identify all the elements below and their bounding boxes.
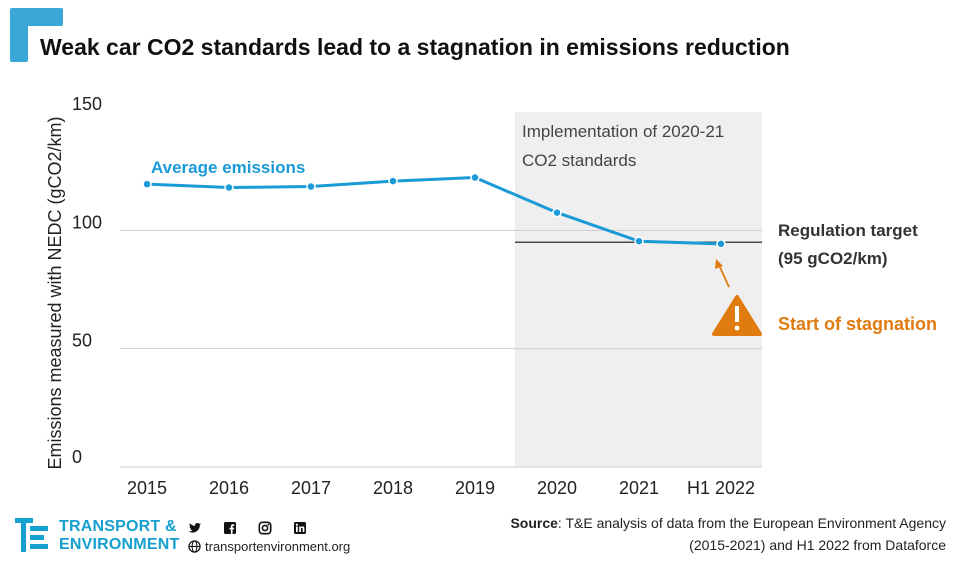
series-line-average-emissions (146, 176, 722, 246)
brand-name: TRANSPORT & ENVIRONMENT (59, 518, 179, 554)
facebook-icon[interactable] (223, 521, 237, 535)
x-tick-label: 2018 (373, 478, 413, 498)
page-title: Weak car CO2 standards lead to a stagnat… (40, 34, 790, 60)
shaded-region-label-line1: Implementation of 2020-21 (522, 122, 724, 141)
source-label: Source (510, 515, 558, 531)
globe-icon (188, 540, 201, 553)
shaded-region-label-line2: CO2 standards (522, 151, 636, 170)
corner-logo-mark (10, 8, 63, 62)
instagram-icon[interactable] (258, 521, 272, 535)
x-tick-label: 2020 (537, 478, 577, 498)
data-point (634, 236, 644, 246)
series-points (142, 172, 726, 249)
y-axis-ticks: 150 100 50 0 (72, 94, 102, 467)
data-point (224, 182, 234, 193)
data-point (306, 181, 316, 192)
x-tick-label: 2019 (455, 478, 495, 498)
x-tick-label: H1 2022 (687, 478, 755, 498)
brand-line1: TRANSPORT & (59, 518, 177, 535)
y-tick-label: 100 (72, 212, 102, 232)
stagnation-label: Start of stagnation (778, 314, 937, 334)
stagnation-arrow (715, 259, 730, 288)
x-tick-label: 2016 (209, 478, 249, 498)
data-point (716, 239, 726, 249)
website-link[interactable]: transportenvironment.org (188, 539, 350, 554)
source-text: : T&E analysis of data from the European… (557, 515, 946, 553)
brand-mark-icon (15, 518, 48, 552)
twitter-icon[interactable] (188, 521, 202, 535)
y-tick-label: 50 (72, 331, 92, 351)
y-tick-label: 0 (72, 447, 82, 467)
social-links (188, 521, 307, 535)
x-tick-label: 2015 (127, 478, 167, 498)
x-axis-ticks: 2015 2016 2017 2018 2019 2020 2021 H1 2022 (127, 478, 755, 498)
regulation-target-label-line2: (95 gCO2/km) (778, 249, 888, 268)
source-note: Source: T&E analysis of data from the Eu… (476, 512, 946, 556)
data-point (470, 172, 480, 183)
x-tick-label: 2017 (291, 478, 331, 498)
y-tick-label: 150 (72, 94, 102, 114)
warning-icon (712, 295, 762, 336)
gridlines (120, 229, 762, 468)
website-text: transportenvironment.org (205, 539, 351, 554)
brand-line2: ENVIRONMENT (59, 536, 180, 553)
y-axis-label: Emissions measured with NEDC (gCO2/km) (45, 116, 65, 469)
x-tick-label: 2021 (619, 478, 659, 498)
linkedin-icon[interactable] (293, 521, 307, 535)
series-label: Average emissions (151, 158, 305, 177)
data-point (388, 176, 398, 186)
regulation-target-label-line1: Regulation target (778, 221, 918, 240)
shaded-region (515, 112, 762, 467)
data-point (552, 207, 562, 218)
data-point (142, 179, 152, 189)
